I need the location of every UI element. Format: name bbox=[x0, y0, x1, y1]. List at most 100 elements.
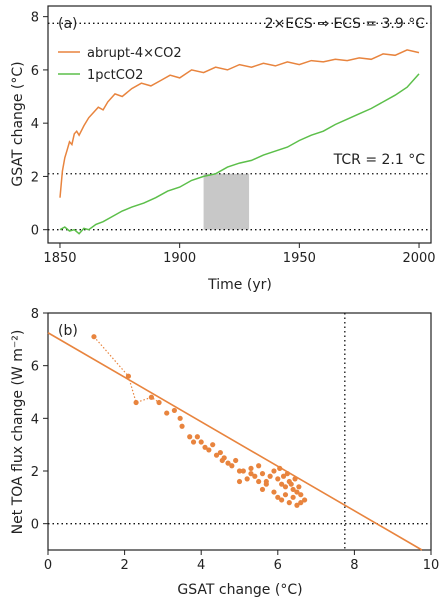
legend-label-1pct: 1pctCO2 bbox=[87, 68, 143, 83]
panel-a-marks: 1850 1900 1950 2000 0 2 4 6 8 bbox=[31, 11, 436, 266]
scatter-point bbox=[286, 500, 292, 506]
scatter-point bbox=[229, 463, 235, 469]
scatter-point bbox=[177, 415, 183, 421]
scatter-point bbox=[298, 492, 304, 498]
scatter-point bbox=[290, 494, 296, 500]
scatter-point bbox=[91, 334, 97, 340]
scatter-point bbox=[256, 478, 262, 485]
panel-a-xtick-label: 1950 bbox=[283, 251, 316, 266]
scatter-point bbox=[233, 457, 239, 464]
scatter-point bbox=[190, 439, 197, 445]
scatter-point bbox=[206, 447, 212, 453]
panel-b-ytick-label: 2 bbox=[31, 465, 39, 480]
series-line-1pct bbox=[59, 73, 420, 235]
early-years-connector bbox=[93, 336, 160, 404]
scatter-point bbox=[202, 444, 208, 450]
panel-a-ytick-label: 6 bbox=[31, 64, 39, 79]
scatter-point bbox=[279, 481, 285, 487]
scatter-point bbox=[256, 463, 262, 469]
scatter-point bbox=[280, 473, 287, 479]
scatter-point bbox=[187, 434, 193, 440]
panel-a-xlabel: Time (yr) bbox=[207, 277, 272, 293]
scatter-point bbox=[302, 497, 308, 503]
panel-a: 1850 1900 1950 2000 0 2 4 6 8 (a) 2×ECS ⇒ ECS = … bbox=[10, 5, 436, 293]
panel-a-ylabel: GSAT change (°C) bbox=[10, 61, 26, 186]
panel-b-xlabel: GSAT change (°C) bbox=[177, 582, 302, 598]
panel-a-ytick-label: 8 bbox=[31, 11, 39, 26]
panel-b-label: (b) bbox=[58, 323, 78, 339]
scatter-point bbox=[296, 484, 302, 490]
panel-a-xtick-label: 1900 bbox=[163, 251, 196, 266]
panel-b-ytick-label: 4 bbox=[31, 412, 39, 427]
scatter-point bbox=[284, 471, 290, 477]
panel-a-label: (a) bbox=[58, 16, 78, 32]
scatter-point bbox=[225, 460, 231, 466]
panel-b: 0 2 4 6 8 10 0 2 4 6 8 (b) GSAT change (°C) Net TO… bbox=[10, 307, 439, 598]
scatter-point bbox=[248, 471, 254, 477]
panel-a-xtick-label: 1850 bbox=[43, 251, 76, 266]
scatter-point bbox=[240, 468, 246, 474]
scatter-point bbox=[271, 489, 277, 495]
scatter-point bbox=[277, 465, 283, 471]
panel-b-xtick-label: 6 bbox=[274, 558, 282, 573]
scatter-point bbox=[156, 399, 162, 406]
panel-a-ytick-label: 0 bbox=[31, 224, 39, 239]
scatter-point bbox=[282, 484, 289, 490]
scatter-point bbox=[275, 476, 281, 482]
panel-a-xtick-label: 2000 bbox=[402, 251, 435, 266]
scatter-point bbox=[263, 478, 269, 485]
panel-b-xtick-label: 10 bbox=[423, 558, 440, 573]
scatter-point bbox=[267, 473, 273, 479]
scatter-point bbox=[198, 439, 204, 445]
panel-b-ytick-label: 8 bbox=[31, 307, 39, 322]
ecs-annotation: 2×ECS ⇒ ECS = 3.9 °C bbox=[265, 16, 426, 32]
scatter-point bbox=[148, 394, 155, 400]
panel-b-ylabel: Net TOA flux change (W m⁻²) bbox=[10, 330, 26, 535]
scatter-point bbox=[179, 423, 185, 429]
scatter-point bbox=[271, 468, 277, 474]
scatter-point bbox=[290, 486, 296, 493]
scatter-point bbox=[236, 468, 243, 474]
series-line-abrupt bbox=[59, 49, 420, 198]
panel-a-frame bbox=[47, 5, 432, 244]
regression-line bbox=[47, 332, 423, 551]
scatter-point bbox=[259, 486, 266, 493]
scatter-point bbox=[292, 476, 298, 482]
scatter-point bbox=[194, 434, 200, 440]
scatter-point bbox=[294, 489, 300, 495]
scatter-point bbox=[125, 373, 132, 379]
scatter-point bbox=[298, 500, 304, 506]
panel-b-xtick-label: 4 bbox=[197, 558, 205, 573]
tcr-window-shade bbox=[203, 173, 250, 230]
scatter-point bbox=[244, 476, 250, 482]
scatter-point bbox=[133, 399, 139, 406]
scatter-point bbox=[275, 494, 281, 500]
scatter-point bbox=[171, 407, 177, 414]
panel-a-ytick-label: 2 bbox=[31, 170, 39, 185]
panel-b-xtick-label: 2 bbox=[120, 558, 128, 573]
legend-label-abrupt: abrupt-4×CO2 bbox=[87, 46, 182, 61]
scatter-point bbox=[236, 478, 243, 485]
legend: abrupt-4×CO2 1pctCO2 bbox=[58, 46, 182, 83]
scatter-point bbox=[248, 465, 254, 471]
scatter-point bbox=[213, 452, 220, 458]
scatter-point bbox=[294, 502, 300, 508]
scatter-point bbox=[252, 473, 258, 479]
scatter-point bbox=[282, 492, 289, 498]
tcr-annotation: TCR = 2.1 °C bbox=[333, 152, 426, 168]
panel-b-xtick-label: 0 bbox=[44, 558, 52, 573]
scatter-point bbox=[217, 449, 223, 456]
panel-b-ytick-label: 0 bbox=[31, 518, 39, 533]
scatter-point bbox=[288, 481, 294, 487]
scatter-point bbox=[164, 410, 170, 416]
panel-b-ytick-label: 6 bbox=[31, 360, 39, 375]
panel-a-ytick-label: 4 bbox=[31, 117, 39, 132]
panel-b-frame bbox=[47, 312, 432, 551]
scatter-point bbox=[259, 471, 266, 477]
panel-b-xtick-label: 8 bbox=[350, 558, 358, 573]
scatter-point bbox=[221, 455, 227, 461]
panel-b-marks: 0 2 4 6 8 10 0 2 4 6 8 bbox=[31, 307, 440, 573]
scatter-point bbox=[279, 497, 285, 503]
scatter-point bbox=[210, 442, 216, 448]
